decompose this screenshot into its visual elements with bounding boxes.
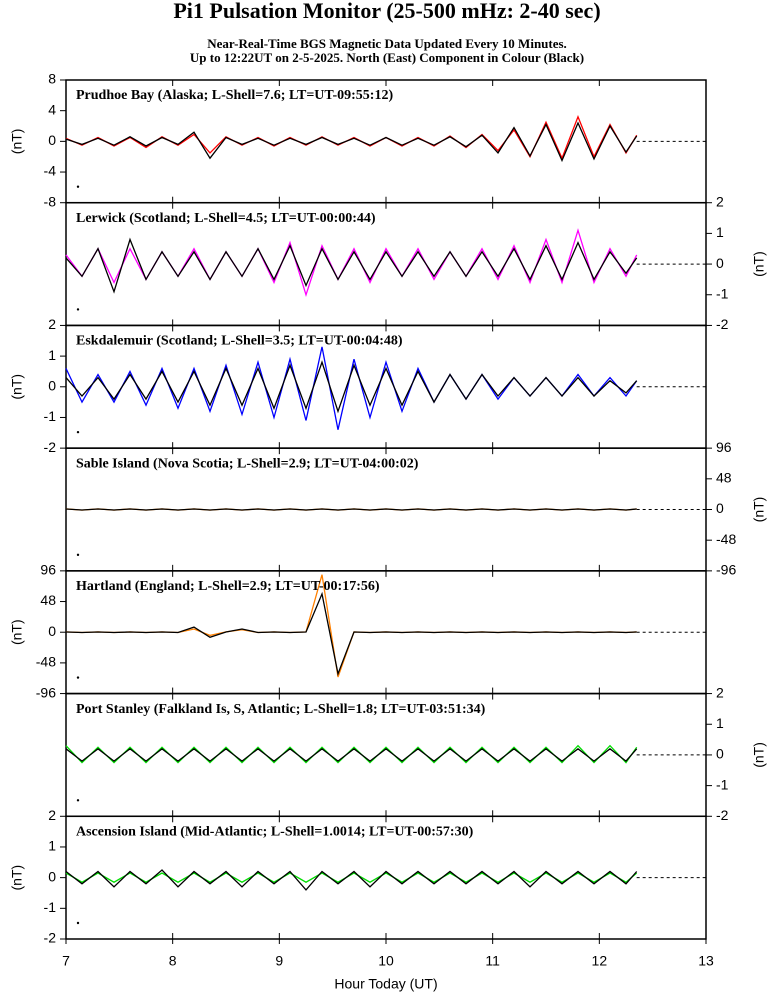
y-axis-label: (nT) xyxy=(751,497,767,523)
y-axis-label: (nT) xyxy=(9,865,25,891)
y-tick-label: 1 xyxy=(48,347,56,363)
data-line xyxy=(65,237,638,294)
y-tick-label: 4 xyxy=(48,101,56,117)
subtitle: Near-Real-Time BGS Magnetic Data Updated… xyxy=(207,36,567,51)
data-line xyxy=(65,872,638,883)
marker-dot xyxy=(76,921,80,925)
marker-dot xyxy=(76,430,80,434)
page-title: Pi1 Pulsation Monitor (25-500 mHz: 2-40 … xyxy=(173,0,600,23)
y-tick-label: 2 xyxy=(48,316,56,332)
y-tick-label: -96 xyxy=(36,684,56,700)
x-tick-label: 13 xyxy=(698,953,714,969)
x-tick-label: 12 xyxy=(592,953,608,969)
y-axis-label: (nT) xyxy=(9,374,25,400)
y-tick-label: 2 xyxy=(48,807,56,823)
y-tick-label: -1 xyxy=(44,408,57,424)
y-tick-label: -4 xyxy=(44,163,57,179)
y-axis-label: (nT) xyxy=(9,619,25,645)
y-axis-label: (nT) xyxy=(751,251,767,277)
panel-title: Port Stanley (Falkland Is, S, Atlantic; … xyxy=(76,702,486,717)
y-tick-label: -2 xyxy=(716,316,729,332)
panel-title: Ascension Island (Mid-Atlantic; L-Shell=… xyxy=(76,825,474,840)
marker-dot xyxy=(76,308,80,311)
y-tick-label: 96 xyxy=(716,439,732,455)
y-tick-label: -2 xyxy=(716,807,729,823)
y-tick-label: 96 xyxy=(40,562,56,578)
panel-title: Prudhoe Bay (Alaska; L-Shell=7.6; LT=UT-… xyxy=(76,88,393,103)
y-tick-label: 1 xyxy=(48,838,56,854)
y-tick-label: 1 xyxy=(716,224,724,240)
y-tick-label: 1 xyxy=(716,715,724,731)
y-tick-label: 48 xyxy=(716,470,732,486)
y-tick-label: -2 xyxy=(44,439,57,455)
marker-dot xyxy=(76,676,80,679)
data-line xyxy=(65,591,637,677)
subtitle: Up to 12:22UT on 2-5-2025. North (East) … xyxy=(190,50,584,65)
y-tick-label: -1 xyxy=(716,285,729,301)
y-tick-label: 0 xyxy=(48,132,56,148)
x-axis-label: Hour Today (UT) xyxy=(334,976,437,992)
x-tick-label: 8 xyxy=(169,953,177,969)
data-line xyxy=(65,869,638,891)
y-tick-label: -1 xyxy=(716,776,729,792)
y-axis-label: (nT) xyxy=(751,742,767,768)
panel-title: Lerwick (Scotland; L-Shell=4.5; LT=UT-00… xyxy=(76,211,376,226)
data-line xyxy=(65,228,638,297)
y-tick-label: -48 xyxy=(36,654,56,670)
y-tick-label: 2 xyxy=(716,193,724,209)
x-tick-label: 10 xyxy=(378,953,394,969)
y-tick-label: 2 xyxy=(716,684,724,700)
x-tick-label: 9 xyxy=(275,953,283,969)
marker-dot xyxy=(76,799,80,802)
y-tick-label: -48 xyxy=(716,531,736,547)
panel-title: Hartland (England; L-Shell=2.9; LT=UT-00… xyxy=(76,579,380,594)
y-tick-label: -8 xyxy=(44,193,57,209)
y-tick-label: 48 xyxy=(40,592,56,608)
marker-dot xyxy=(76,553,80,557)
data-line xyxy=(65,508,637,511)
panel-title: Eskdalemuir (Scotland; L-Shell=3.5; LT=U… xyxy=(76,334,403,349)
panel-title: Sable Island (Nova Scotia; L-Shell=2.9; … xyxy=(76,456,419,471)
data-line xyxy=(65,121,638,163)
y-tick-label: -96 xyxy=(716,562,736,578)
data-line xyxy=(65,747,638,762)
x-tick-label: 7 xyxy=(62,953,70,969)
y-tick-label: 0 xyxy=(716,500,724,516)
y-tick-label: -2 xyxy=(44,930,57,946)
x-tick-label: 11 xyxy=(485,953,500,969)
marker-dot xyxy=(76,185,80,188)
y-tick-label: 8 xyxy=(48,71,56,87)
y-tick-label: 0 xyxy=(48,868,56,884)
y-tick-label: 0 xyxy=(48,623,56,639)
y-tick-label: 0 xyxy=(716,746,724,762)
y-tick-label: -1 xyxy=(44,899,57,915)
y-tick-label: 0 xyxy=(716,255,724,271)
y-axis-label: (nT) xyxy=(9,129,25,155)
y-tick-label: 0 xyxy=(48,377,56,393)
data-line xyxy=(65,360,638,414)
data-line xyxy=(65,744,638,764)
